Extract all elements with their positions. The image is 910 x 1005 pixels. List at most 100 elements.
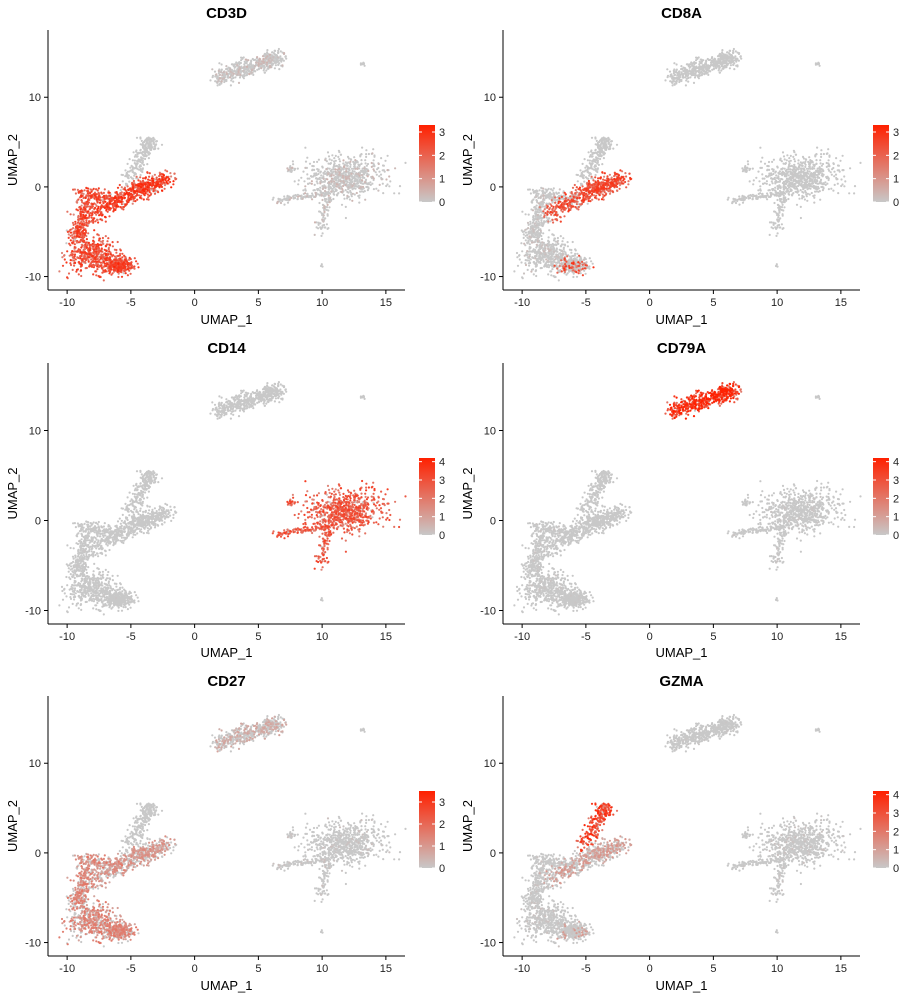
cell-point (73, 235, 75, 237)
cell-point (360, 159, 362, 161)
cell-point (355, 173, 357, 175)
cell-point (579, 175, 581, 177)
cell-point (153, 143, 155, 145)
cell-point (545, 221, 547, 223)
cell-point (277, 64, 279, 66)
cell-point (65, 242, 67, 244)
cell-point (595, 149, 597, 151)
cell-point (98, 256, 100, 258)
cell-point (105, 208, 107, 210)
cell-point (138, 194, 140, 196)
cell-point (94, 220, 96, 222)
cell-point (94, 194, 96, 196)
cell-point (321, 226, 323, 228)
cell-point (96, 268, 98, 270)
cell-point (302, 198, 304, 200)
cell-point (63, 255, 65, 257)
cell-point (97, 221, 99, 223)
cell-point (145, 188, 147, 190)
cell-point (319, 189, 321, 191)
cell-point (266, 62, 268, 64)
cell-point (298, 179, 300, 181)
cell-point (537, 259, 539, 261)
cell-point (88, 256, 90, 258)
cell-point (385, 178, 387, 180)
cell-point (549, 193, 551, 195)
cell-point (104, 201, 106, 203)
cell-point (693, 63, 695, 65)
cell-point (105, 270, 107, 272)
cell-point (720, 69, 722, 71)
cell-point (534, 191, 536, 193)
cell-point (243, 56, 245, 58)
cell-point (319, 222, 321, 224)
cell-point (155, 140, 157, 142)
cell-point (82, 240, 84, 242)
cell-point (87, 192, 89, 194)
cell-point (283, 204, 285, 206)
cell-point (542, 222, 544, 224)
cell-point (75, 192, 77, 194)
cell-point (72, 227, 74, 229)
cell-point (588, 268, 590, 270)
cell-point (170, 186, 172, 188)
cell-point (314, 184, 316, 186)
cell-point (311, 198, 313, 200)
cell-point (99, 250, 101, 252)
cell-point (297, 183, 299, 185)
cell-point (90, 206, 92, 208)
cell-point (142, 147, 144, 149)
cell-point (349, 161, 351, 163)
cell-point (117, 269, 119, 271)
cell-point (77, 257, 79, 259)
cell-point (104, 263, 106, 265)
cell-point (161, 175, 163, 177)
cell-point (307, 183, 309, 185)
cell-point (243, 77, 245, 79)
cell-point (246, 61, 248, 63)
cell-point (281, 64, 283, 66)
cell-point (85, 241, 87, 243)
cell-point (351, 176, 353, 178)
cell-point (101, 247, 103, 249)
cell-point (124, 263, 126, 265)
cell-point (587, 203, 589, 205)
cell-point (535, 263, 537, 265)
cell-point (258, 58, 260, 60)
cell-point (539, 189, 541, 191)
cell-point (588, 265, 590, 267)
cell-point (248, 73, 250, 75)
cell-point (101, 272, 103, 274)
cell-point (321, 219, 323, 221)
cell-point (253, 67, 255, 69)
cell-point (97, 189, 99, 191)
cell-point (133, 268, 135, 270)
cell-point (272, 199, 274, 201)
cell-point (520, 261, 522, 263)
cell-point (124, 175, 126, 177)
cell-point (346, 195, 348, 197)
cell-point (565, 274, 567, 276)
cell-point (331, 178, 333, 180)
cell-point (149, 184, 151, 186)
cell-point (284, 56, 286, 58)
cell-point (583, 177, 585, 179)
cell-point (108, 248, 110, 250)
cell-point (264, 53, 266, 55)
cell-point (345, 170, 347, 172)
cell-point (93, 188, 95, 190)
cell-point (343, 173, 345, 175)
cell-point (332, 166, 334, 168)
cell-point (80, 246, 82, 248)
cell-point (520, 242, 522, 244)
cell-point (252, 58, 254, 60)
cell-point (105, 204, 107, 206)
cell-point (146, 171, 148, 173)
cell-point (379, 184, 381, 186)
cell-point (118, 266, 120, 268)
cell-point (590, 260, 592, 262)
cell-point (321, 263, 323, 265)
cell-point (81, 217, 83, 219)
cell-point (105, 221, 107, 223)
cell-point (345, 189, 347, 191)
